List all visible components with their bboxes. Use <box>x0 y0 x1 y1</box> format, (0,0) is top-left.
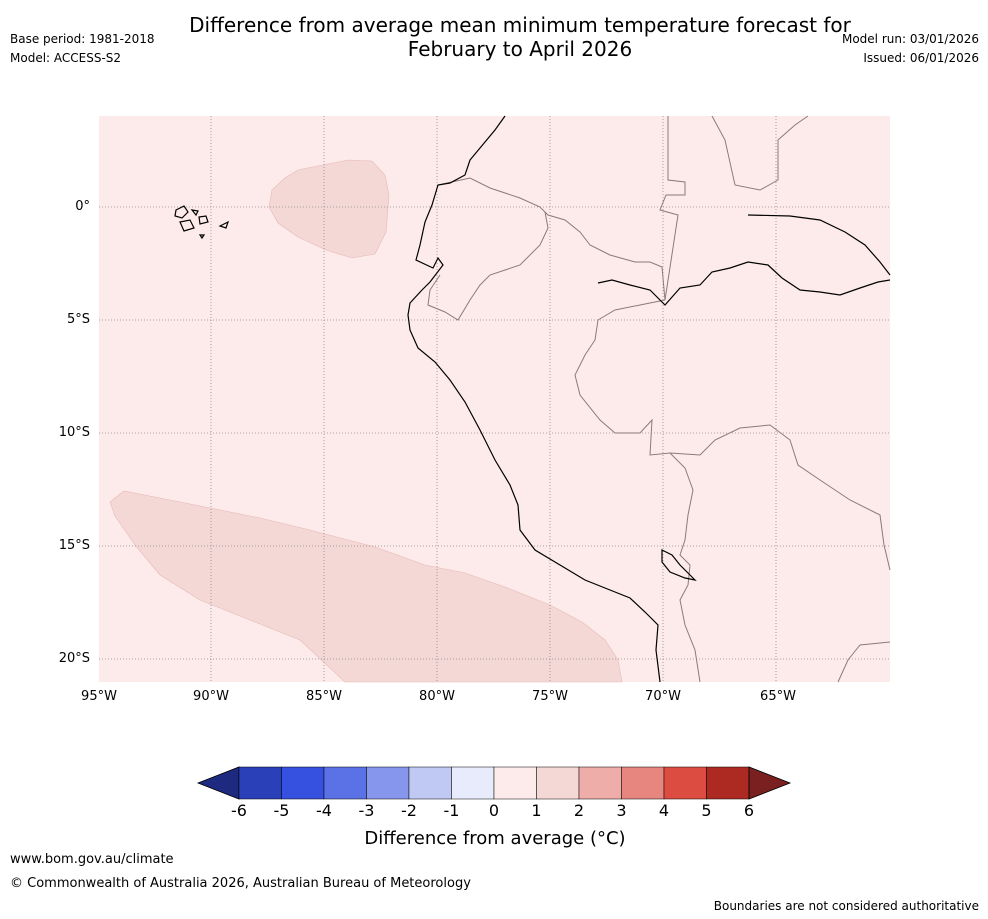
colorbar-tick-label: 3 <box>616 801 627 820</box>
lon-label-70w: 70°W <box>645 689 681 704</box>
colorbar-bin <box>281 766 325 800</box>
border-colombia-ecuador <box>437 177 666 301</box>
issued-date: Issued: 06/01/2026 <box>863 51 979 65</box>
gridlines <box>99 116 890 682</box>
coastline-lake-titicaca <box>661 549 697 581</box>
model-name: Model: ACCESS-S2 <box>10 51 122 65</box>
colorbar-bin <box>663 766 707 800</box>
colorbar-bin <box>493 766 537 800</box>
lon-label-90w: 90°W <box>193 689 229 704</box>
base-period: Base period: 1981-2018 <box>10 32 155 46</box>
anomaly-region-north <box>268 159 390 259</box>
colorbar-tick-label: 0 <box>488 801 500 820</box>
coastline-galapagos-island-2 <box>179 219 195 232</box>
border-bolivia-paraguay <box>837 641 891 683</box>
coastline-amazon-river <box>597 261 891 306</box>
colorbar-extend-high <box>748 766 792 800</box>
lon-label-75w: 75°W <box>532 689 568 704</box>
boundary-disclaimer: Boundaries are not considered authoritat… <box>713 899 979 913</box>
coastline-rio-negro <box>747 214 891 276</box>
colorbar-extend-low <box>196 766 240 800</box>
border-peru-brazil <box>574 299 701 683</box>
lon-label-80w: 80°W <box>419 689 455 704</box>
title-line-1: Difference from average mean minimum tem… <box>189 13 851 37</box>
colorbar-bin <box>323 766 367 800</box>
colorbar-bin <box>621 766 665 800</box>
colorbar-bin <box>366 766 410 800</box>
colorbar-tick-label: 6 <box>743 801 755 820</box>
lat-label-0: 0° <box>75 199 90 214</box>
colorbar-tick-label: 4 <box>658 801 670 820</box>
model-run-date: Model run: 03/01/2026 <box>841 32 979 46</box>
lat-label-20s: 20°S <box>58 651 90 666</box>
lat-label-10s: 10°S <box>58 425 90 440</box>
colorbar-tick-label: -1 <box>443 801 460 820</box>
colorbar-tick-label: -5 <box>273 801 290 820</box>
colorbar-bin <box>451 766 495 800</box>
colorbar-bin <box>238 766 282 800</box>
colorbar-tick-label: 2 <box>573 801 585 820</box>
colorbar-tick-label: -3 <box>358 801 375 820</box>
country-borders <box>427 115 891 683</box>
colorbar-bin <box>706 766 750 800</box>
title-line-2: February to April 2026 <box>407 37 633 61</box>
border-colombia-venezuela <box>659 116 686 301</box>
border-ecuador-peru <box>427 211 549 321</box>
lat-label-15s: 15°S <box>58 538 90 553</box>
border-venezuela-brazil <box>711 115 809 191</box>
coastline-galapagos-island-1 <box>174 205 189 219</box>
lon-label-85w: 85°W <box>306 689 342 704</box>
coastline-galapagos-island-5 <box>218 220 230 229</box>
anomaly-region-south <box>109 490 623 683</box>
coastline-galapagos-island-3 <box>198 215 209 225</box>
colorbar-tick-label: -4 <box>316 801 332 820</box>
coastline-galapagos-island-6 <box>198 234 206 240</box>
border-bolivia-brazil <box>669 424 891 571</box>
lon-label-65w: 65°W <box>760 689 796 704</box>
lon-label-95w: 95°W <box>81 689 117 704</box>
colorbar-label: Difference from average (°C) <box>364 828 626 849</box>
map-title: Difference from average mean minimum tem… <box>120 13 920 61</box>
coastline-galapagos-island-4 <box>190 209 199 217</box>
colorbar-bin <box>536 766 580 800</box>
coastline-west-south-america <box>407 115 661 683</box>
coastlines <box>174 115 891 683</box>
lat-label-5s: 5°S <box>66 312 90 327</box>
footer-url: www.bom.gov.au/climate <box>10 852 174 867</box>
colorbar-tick-label: 5 <box>701 801 712 820</box>
colorbar-tick-label: 1 <box>531 801 542 820</box>
colorbar-bin <box>578 766 622 800</box>
colorbar-tick-label: -2 <box>401 801 417 820</box>
colorbar-tick-label: -6 <box>231 801 247 820</box>
colorbar-bin <box>408 766 452 800</box>
copyright-notice: © Commonwealth of Australia 2026, Austra… <box>10 876 471 891</box>
